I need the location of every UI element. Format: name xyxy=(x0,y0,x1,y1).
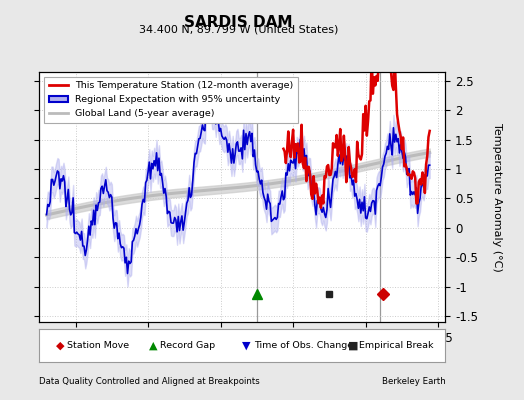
Text: ◆: ◆ xyxy=(56,340,64,350)
Text: Record Gap: Record Gap xyxy=(160,341,215,350)
Text: 34.400 N, 89.799 W (United States): 34.400 N, 89.799 W (United States) xyxy=(139,24,338,34)
Y-axis label: Temperature Anomaly (°C): Temperature Anomaly (°C) xyxy=(492,123,502,271)
Text: ▲: ▲ xyxy=(149,340,157,350)
Legend: This Temperature Station (12-month average), Regional Expectation with 95% uncer: This Temperature Station (12-month avera… xyxy=(44,77,298,123)
Text: Empirical Break: Empirical Break xyxy=(359,341,434,350)
Text: ■: ■ xyxy=(348,340,358,350)
Text: Time of Obs. Change: Time of Obs. Change xyxy=(254,341,353,350)
Text: SARDIS DAM: SARDIS DAM xyxy=(184,15,293,30)
Text: Data Quality Controlled and Aligned at Breakpoints: Data Quality Controlled and Aligned at B… xyxy=(39,377,260,386)
Text: Berkeley Earth: Berkeley Earth xyxy=(381,377,445,386)
Text: ▼: ▼ xyxy=(242,340,251,350)
Text: Station Move: Station Move xyxy=(67,341,129,350)
